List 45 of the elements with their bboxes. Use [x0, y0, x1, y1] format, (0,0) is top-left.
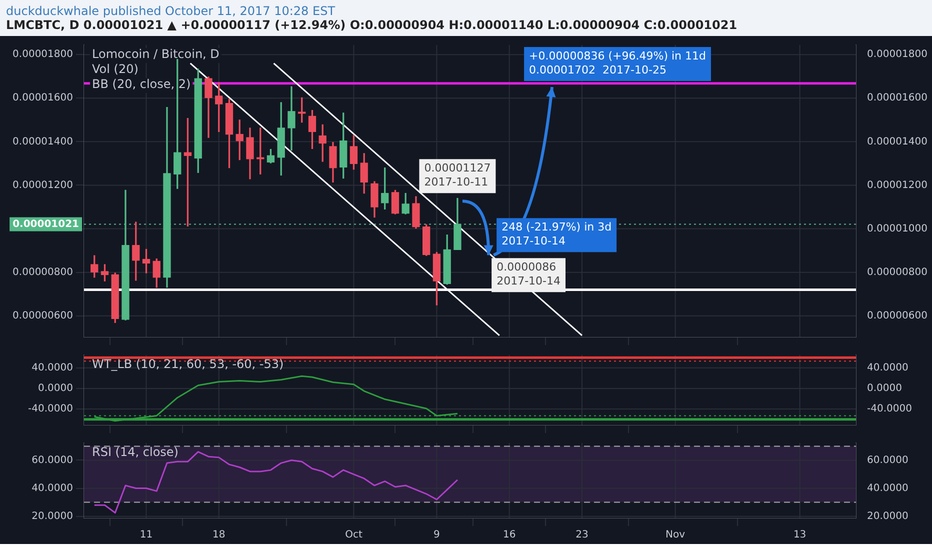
y2-tick-label: 0.00001000: [867, 223, 928, 234]
y-tick-label: 0.00001200: [12, 180, 73, 191]
y2-tick-label: 0.0000: [867, 383, 902, 394]
chart-title: RSI (14, close): [92, 445, 178, 460]
chart-title: WT_LB (10, 21, 60, 53, -60, -53): [92, 357, 284, 372]
y2-tick-label: 0.00001200: [867, 180, 928, 191]
y-tick-label: 40.0000: [32, 482, 73, 494]
y-tick-label: -40.0000: [28, 404, 73, 415]
annotation: +0.00000836 (+96.49%) in 11d 0.00001702 2017-10-25: [529, 49, 706, 76]
y-tick-label: 0.00001400: [12, 136, 73, 148]
y2-tick-label: 60.0000: [867, 454, 908, 466]
x-tick-label: 13: [793, 530, 806, 541]
ref-line-label: 0.00001021: [12, 218, 80, 230]
y-tick-label: 0.0000: [38, 383, 73, 394]
annotation: 248 (-21.97%) in 3d 2017-10-14: [502, 220, 612, 248]
y2-tick-label: 0.00001800: [867, 49, 928, 60]
x-tick-label: 11: [140, 530, 153, 541]
y-tick-label: 0.00000800: [12, 266, 73, 278]
y2-tick-label: 40.0000: [867, 482, 908, 494]
annotation: 0.00001127 2017-10-11: [424, 161, 491, 188]
x-tick-label: Oct: [345, 530, 362, 541]
annotation: Vol (20): [92, 62, 138, 76]
y-tick-label: 40.0000: [32, 362, 73, 374]
annotation: 0.0000086 2017-10-14: [496, 260, 561, 288]
y-tick-label: 0.00001600: [12, 92, 73, 104]
y-tick-label: 60.0000: [32, 454, 73, 466]
y2-tick-label: 0.00001600: [867, 92, 928, 104]
x-tick-label: 9: [434, 530, 440, 541]
x-tick-label: Nov: [666, 530, 686, 541]
y-tick-label: 0.00001800: [12, 49, 73, 60]
y-tick-label: 20.0000: [32, 510, 73, 522]
y2-tick-label: 0.00000800: [867, 266, 928, 278]
x-tick-label: 18: [212, 530, 226, 541]
y2-tick-label: 40.0000: [867, 362, 908, 374]
x-tick-label: 16: [502, 530, 516, 541]
y2-tick-label: -40.0000: [867, 404, 912, 415]
y2-tick-label: 0.00000600: [867, 310, 928, 322]
x-tick-label: 23: [576, 530, 588, 541]
y2-tick-label: 20.0000: [867, 510, 908, 522]
chart-subtitle: LMCBTC, D 0.00001021 ▲ +0.00000117 (+12.94%) O:0.00000904 H:0.00001140 L:0.00000904 C:0.00001021: [6, 18, 738, 32]
chart-title: duckduckwhale published October 11, 2017 10:28 EST: [6, 4, 336, 18]
annotation: Lomocoin / Bitcoin, D: [92, 47, 220, 62]
y-tick-label: 0.00000600: [12, 310, 73, 322]
annotation: BB (20, close, 2): [92, 77, 191, 92]
y2-tick-label: 0.00001400: [867, 136, 928, 148]
